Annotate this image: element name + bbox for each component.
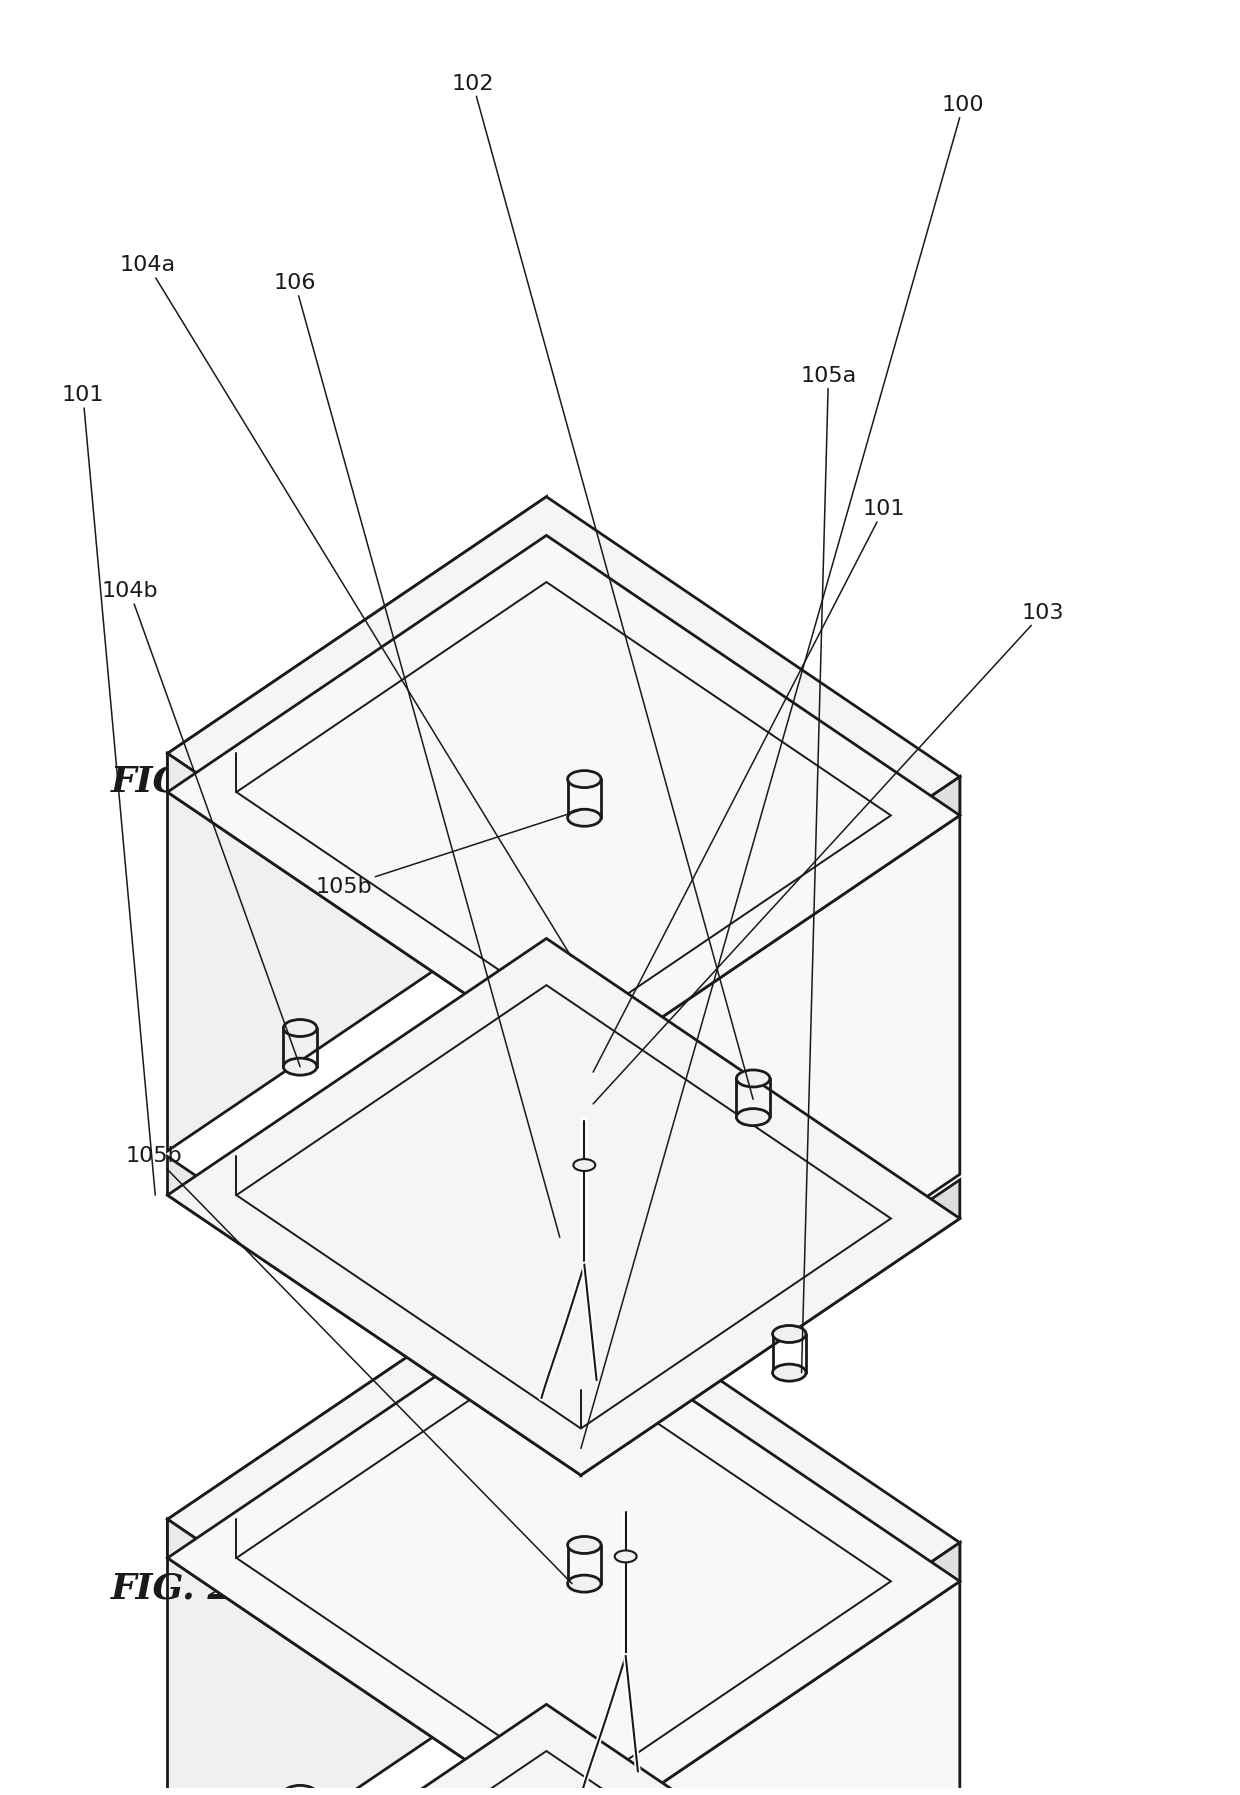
Ellipse shape — [284, 1786, 317, 1795]
Polygon shape — [167, 497, 960, 1034]
Text: 105a: 105a — [800, 366, 857, 1373]
Text: 104a: 104a — [120, 255, 570, 957]
Polygon shape — [167, 939, 960, 1475]
Ellipse shape — [737, 1109, 770, 1125]
Ellipse shape — [573, 1160, 595, 1170]
Text: FIG. 1: FIG. 1 — [112, 765, 233, 799]
Polygon shape — [580, 1179, 960, 1475]
Text: 105b: 105b — [125, 1145, 572, 1583]
Text: 101: 101 — [593, 499, 905, 1072]
Ellipse shape — [615, 1551, 636, 1562]
Text: 105b: 105b — [316, 810, 584, 898]
Ellipse shape — [568, 1537, 601, 1553]
Text: FIG. 2: FIG. 2 — [112, 1572, 233, 1605]
Text: 104b: 104b — [102, 582, 300, 1066]
Ellipse shape — [773, 1364, 806, 1380]
Ellipse shape — [284, 1059, 317, 1075]
Polygon shape — [580, 777, 960, 1431]
Polygon shape — [167, 754, 580, 1072]
Ellipse shape — [737, 1070, 770, 1088]
Text: 101: 101 — [62, 386, 155, 1195]
Text: 103: 103 — [593, 603, 1064, 1104]
Text: 106: 106 — [274, 273, 559, 1237]
Ellipse shape — [568, 810, 601, 826]
Ellipse shape — [568, 1576, 601, 1592]
Polygon shape — [167, 1156, 580, 1475]
Polygon shape — [580, 1542, 960, 1795]
Text: 100: 100 — [580, 95, 985, 1449]
Text: 102: 102 — [451, 74, 753, 1099]
Polygon shape — [167, 1301, 960, 1795]
Polygon shape — [167, 535, 960, 1072]
Ellipse shape — [284, 1020, 317, 1036]
Polygon shape — [167, 1262, 960, 1795]
Polygon shape — [580, 1542, 960, 1795]
Polygon shape — [167, 1703, 960, 1795]
Ellipse shape — [568, 770, 601, 788]
Polygon shape — [167, 497, 547, 1151]
Polygon shape — [580, 777, 960, 1072]
Polygon shape — [167, 1262, 547, 1795]
Polygon shape — [167, 1519, 580, 1795]
Ellipse shape — [773, 1325, 806, 1343]
